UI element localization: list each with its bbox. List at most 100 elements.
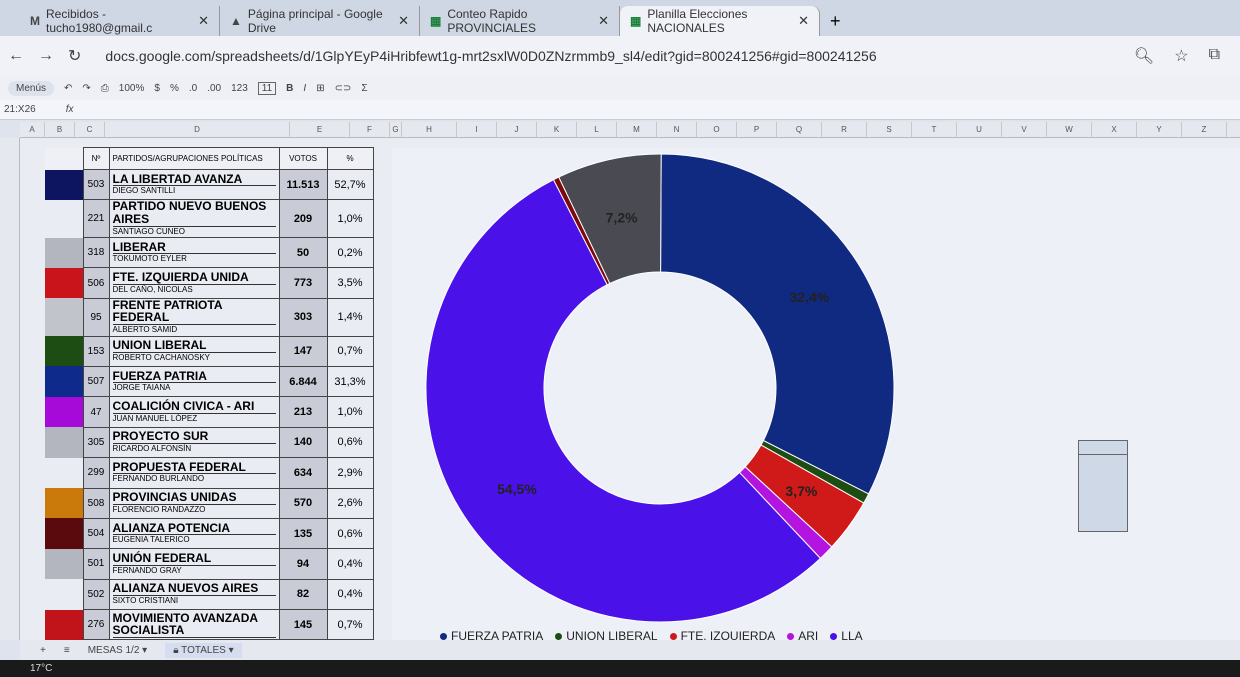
column-header[interactable]: V	[1002, 122, 1047, 137]
pct-cell[interactable]: 0,2%	[326, 237, 374, 269]
url-field[interactable]: docs.google.com/spreadsheets/d/1GlpYEyP4…	[105, 48, 877, 64]
party-number[interactable]: 506	[82, 267, 110, 299]
forward-icon[interactable]: →	[38, 47, 54, 64]
party-number[interactable]: 502	[82, 578, 110, 611]
column-header[interactable]: N	[657, 122, 697, 137]
redo-icon[interactable]: ↷	[82, 82, 91, 94]
party-cell[interactable]: ALIANZA POTENCIA EUGENIA TALERICO	[108, 517, 280, 550]
party-cell[interactable]: UNIÓN FEDERAL FERNANDO GRAY	[108, 548, 280, 580]
column-header[interactable]: B	[45, 122, 75, 137]
party-number[interactable]: 153	[82, 335, 110, 367]
pct-cell[interactable]: 0,7%	[326, 609, 374, 641]
pct-cell[interactable]: 1,0%	[326, 396, 374, 428]
extensions-icon[interactable]: ⧉	[1208, 46, 1220, 63]
donut-slice[interactable]	[425, 178, 822, 623]
pct-cell[interactable]: 0,6%	[326, 517, 374, 550]
party-number[interactable]: 299	[82, 457, 110, 489]
party-cell[interactable]: MOVIMIENTO AVANZADA SOCIALISTA	[108, 609, 280, 641]
percent-button[interactable]: %	[169, 82, 179, 94]
pct-cell[interactable]: 2,9%	[326, 457, 374, 489]
column-header[interactable]: Z	[1182, 122, 1227, 137]
column-header[interactable]: E	[290, 122, 350, 137]
bookmark-star-icon[interactable]: ☆	[1174, 48, 1189, 65]
all-sheets-icon[interactable]: ≡	[63, 644, 70, 656]
name-box[interactable]: 21:X26	[4, 104, 36, 115]
new-tab-button[interactable]: +	[830, 11, 841, 31]
votes-cell[interactable]: 135	[278, 517, 328, 550]
party-cell[interactable]: PROVINCIAS UNIDAS FLORENCIO RANDAZZO	[108, 487, 280, 519]
votes-cell[interactable]: 147	[278, 335, 328, 367]
votes-cell[interactable]: 50	[278, 237, 328, 269]
column-header[interactable]: D	[105, 122, 290, 137]
party-cell[interactable]: ALIANZA NUEVOS AIRES SIXTO CRISTIANI	[108, 578, 280, 611]
party-cell[interactable]: PROYECTO SUR RICARDO ALFONSÍN	[108, 426, 280, 459]
votes-cell[interactable]: 140	[278, 426, 328, 459]
increase-decimals-button[interactable]: .00	[207, 82, 222, 94]
column-header[interactable]: K	[537, 122, 577, 137]
party-number[interactable]: 95	[82, 297, 110, 337]
column-header[interactable]: C	[75, 122, 105, 137]
column-header[interactable]: F	[350, 122, 390, 137]
column-header[interactable]: L	[577, 122, 617, 137]
weather-widget[interactable]: 17°C	[30, 663, 53, 674]
browser-tab[interactable]: ▦ Planilla Elecciones NACIONALES ✕	[620, 6, 820, 36]
column-header[interactable]: U	[957, 122, 1002, 137]
column-header[interactable]: W	[1047, 122, 1092, 137]
font-size-field[interactable]: 11	[257, 81, 277, 95]
browser-tab[interactable]: ▦ Conteo Rapido PROVINCIALES ✕	[420, 6, 620, 36]
donut-slice[interactable]	[558, 153, 662, 285]
column-header[interactable]: S	[867, 122, 912, 137]
column-header[interactable]: O	[697, 122, 737, 137]
column-header[interactable]: H	[402, 122, 457, 137]
party-cell[interactable]: UNION LIBERAL ROBERTO CACHANOSKY	[108, 335, 280, 367]
party-cell[interactable]: FUERZA PATRIA JORGE TAIANA	[108, 365, 280, 398]
print-icon[interactable]: ⎙	[100, 82, 109, 94]
browser-tab[interactable]: M Recibidos - tucho1980@gmail.c ✕	[20, 6, 220, 36]
party-cell[interactable]: FRENTE PATRIOTA FEDERAL ALBERTO SAMID	[108, 297, 280, 337]
close-tab-icon[interactable]: ✕	[398, 13, 409, 28]
pct-cell[interactable]: 31,3%	[326, 365, 374, 398]
pct-cell[interactable]: 1,4%	[326, 297, 374, 337]
menus-button[interactable]: Menús	[8, 80, 55, 96]
votes-cell[interactable]: 6.844	[278, 365, 328, 398]
column-header[interactable]: R	[822, 122, 867, 137]
italic-button[interactable]: I	[303, 82, 307, 94]
pct-cell[interactable]: 3,5%	[326, 267, 374, 299]
donut-slice[interactable]	[660, 153, 895, 495]
add-sheet-icon[interactable]: +	[40, 644, 46, 656]
votes-cell[interactable]: 570	[278, 487, 328, 519]
browser-tab[interactable]: ▲ Página principal - Google Drive ✕	[220, 6, 420, 36]
party-cell[interactable]: LIBERAR TOKUMOTO EYLER	[108, 237, 280, 269]
pct-cell[interactable]: 2,6%	[326, 487, 374, 519]
party-number[interactable]: 305	[82, 426, 110, 459]
votes-cell[interactable]: 82	[278, 578, 328, 611]
bold-button[interactable]: B	[286, 82, 294, 94]
party-number[interactable]: 503	[82, 168, 110, 201]
party-number[interactable]: 221	[82, 199, 110, 239]
sum-button[interactable]: Σ	[361, 82, 368, 94]
zoom-icon[interactable]: 🔍︎	[1133, 48, 1155, 65]
close-tab-icon[interactable]: ✕	[598, 13, 609, 28]
party-number[interactable]: 507	[82, 365, 110, 398]
sheet-tab-totales[interactable]: 🔒︎ TOTALES ▾	[165, 642, 242, 658]
party-number[interactable]: 276	[82, 609, 110, 641]
chart-object[interactable]	[1078, 440, 1128, 532]
pct-cell[interactable]: 0,6%	[326, 426, 374, 459]
pct-cell[interactable]: 52,7%	[326, 168, 374, 201]
column-header[interactable]: T	[912, 122, 957, 137]
column-header[interactable]: I	[457, 122, 497, 137]
votes-cell[interactable]: 213	[278, 396, 328, 428]
party-number[interactable]: 318	[82, 237, 110, 269]
zoom-select[interactable]: 100%	[118, 82, 145, 94]
link-icon[interactable]: ⊂⊃	[334, 82, 352, 94]
party-cell[interactable]: PROPUESTA FEDERAL FERNANDO BURLANDO	[108, 457, 280, 489]
column-header[interactable]: Y	[1137, 122, 1182, 137]
votes-cell[interactable]: 94	[278, 548, 328, 580]
column-header[interactable]: Q	[777, 122, 822, 137]
votes-cell[interactable]: 773	[278, 267, 328, 299]
party-number[interactable]: 47	[82, 396, 110, 428]
column-header[interactable]: P	[737, 122, 777, 137]
party-number[interactable]: 504	[82, 517, 110, 550]
party-cell[interactable]: PARTIDO NUEVO BUENOS AIRES SANTIAGO CUNEO	[108, 199, 280, 239]
party-number[interactable]: 508	[82, 487, 110, 519]
